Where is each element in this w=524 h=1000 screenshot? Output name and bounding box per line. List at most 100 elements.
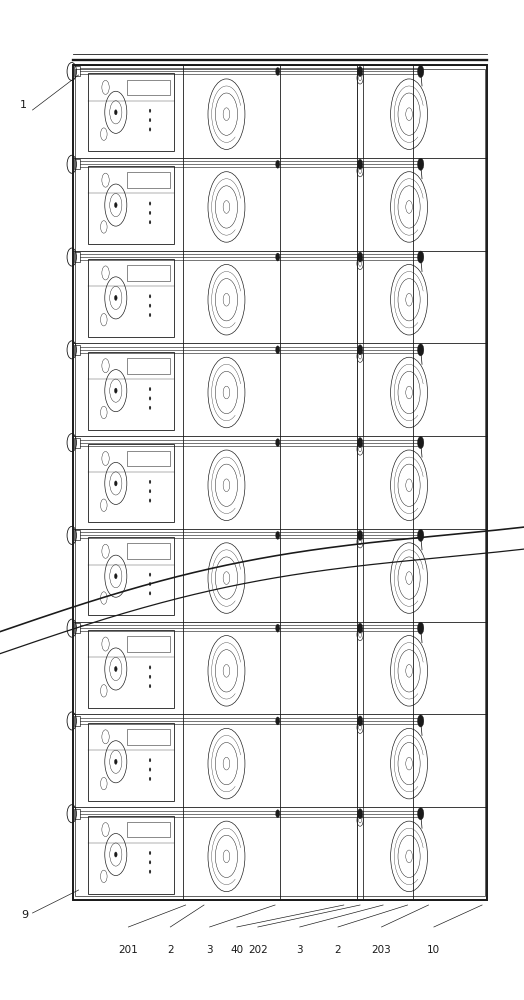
Circle shape [149,666,151,669]
Circle shape [114,759,117,764]
Circle shape [418,715,424,727]
Text: 2: 2 [167,945,173,955]
Circle shape [418,808,424,820]
Circle shape [149,861,151,864]
Circle shape [114,110,117,115]
Circle shape [149,480,151,484]
Bar [89,352,174,430]
Bar [74,66,80,76]
Circle shape [149,295,151,298]
Circle shape [357,159,363,169]
Circle shape [149,221,151,224]
Circle shape [149,851,151,855]
Circle shape [276,67,280,75]
Circle shape [276,346,280,354]
Circle shape [114,388,117,393]
Bar [74,438,80,448]
Bar [127,451,170,466]
Circle shape [114,852,117,857]
Bar [89,166,174,244]
Bar [74,345,80,355]
Circle shape [276,253,280,261]
Circle shape [149,128,151,131]
Circle shape [418,529,424,541]
Circle shape [149,675,151,678]
Circle shape [149,304,151,307]
Circle shape [276,717,280,725]
Circle shape [149,573,151,576]
Circle shape [357,530,363,540]
Circle shape [149,387,151,391]
Circle shape [418,65,424,77]
Circle shape [149,490,151,493]
Text: 9: 9 [21,910,29,920]
Bar [74,716,80,726]
Bar [127,172,170,188]
Circle shape [149,592,151,595]
Circle shape [149,211,151,215]
Text: 3: 3 [297,945,303,955]
Bar [127,729,170,745]
Circle shape [418,251,424,263]
Circle shape [114,481,117,486]
Text: 202: 202 [248,945,268,955]
Bar [127,822,170,837]
Circle shape [114,203,117,208]
Bar [89,537,174,615]
Bar [74,623,80,633]
Bar [89,816,174,894]
Bar [75,69,485,896]
Text: 40: 40 [230,945,244,955]
Text: 201: 201 [118,945,138,955]
Circle shape [149,582,151,586]
Circle shape [276,810,280,818]
Text: 3: 3 [206,945,213,955]
Bar [127,358,170,374]
Circle shape [418,344,424,356]
Circle shape [357,345,363,355]
Circle shape [357,809,363,819]
Circle shape [276,439,280,447]
Circle shape [357,66,363,76]
Circle shape [149,684,151,688]
Text: 10: 10 [427,945,441,955]
Bar [74,809,80,819]
Text: 203: 203 [372,945,391,955]
Bar [89,723,174,801]
Bar [89,444,174,522]
Text: 1: 1 [20,100,27,110]
Circle shape [114,295,117,300]
Circle shape [149,109,151,112]
Circle shape [357,438,363,448]
Circle shape [149,758,151,762]
Circle shape [276,531,280,539]
Circle shape [149,313,151,317]
Circle shape [149,118,151,122]
Circle shape [357,623,363,633]
Circle shape [149,397,151,400]
Circle shape [418,158,424,170]
Bar [89,630,174,708]
Circle shape [418,622,424,634]
Bar [89,73,174,151]
Circle shape [149,870,151,873]
Circle shape [114,574,117,579]
Circle shape [149,202,151,205]
Bar [74,530,80,540]
Bar [74,159,80,169]
Bar [127,636,170,652]
Circle shape [276,624,280,632]
Circle shape [149,768,151,771]
Circle shape [114,666,117,672]
Circle shape [276,160,280,168]
Bar [127,543,170,559]
Bar [89,259,174,337]
Bar [127,265,170,281]
Circle shape [357,252,363,262]
Bar [127,80,170,95]
Bar [73,65,487,900]
Circle shape [149,499,151,502]
Circle shape [149,406,151,410]
Circle shape [357,716,363,726]
Circle shape [418,437,424,449]
